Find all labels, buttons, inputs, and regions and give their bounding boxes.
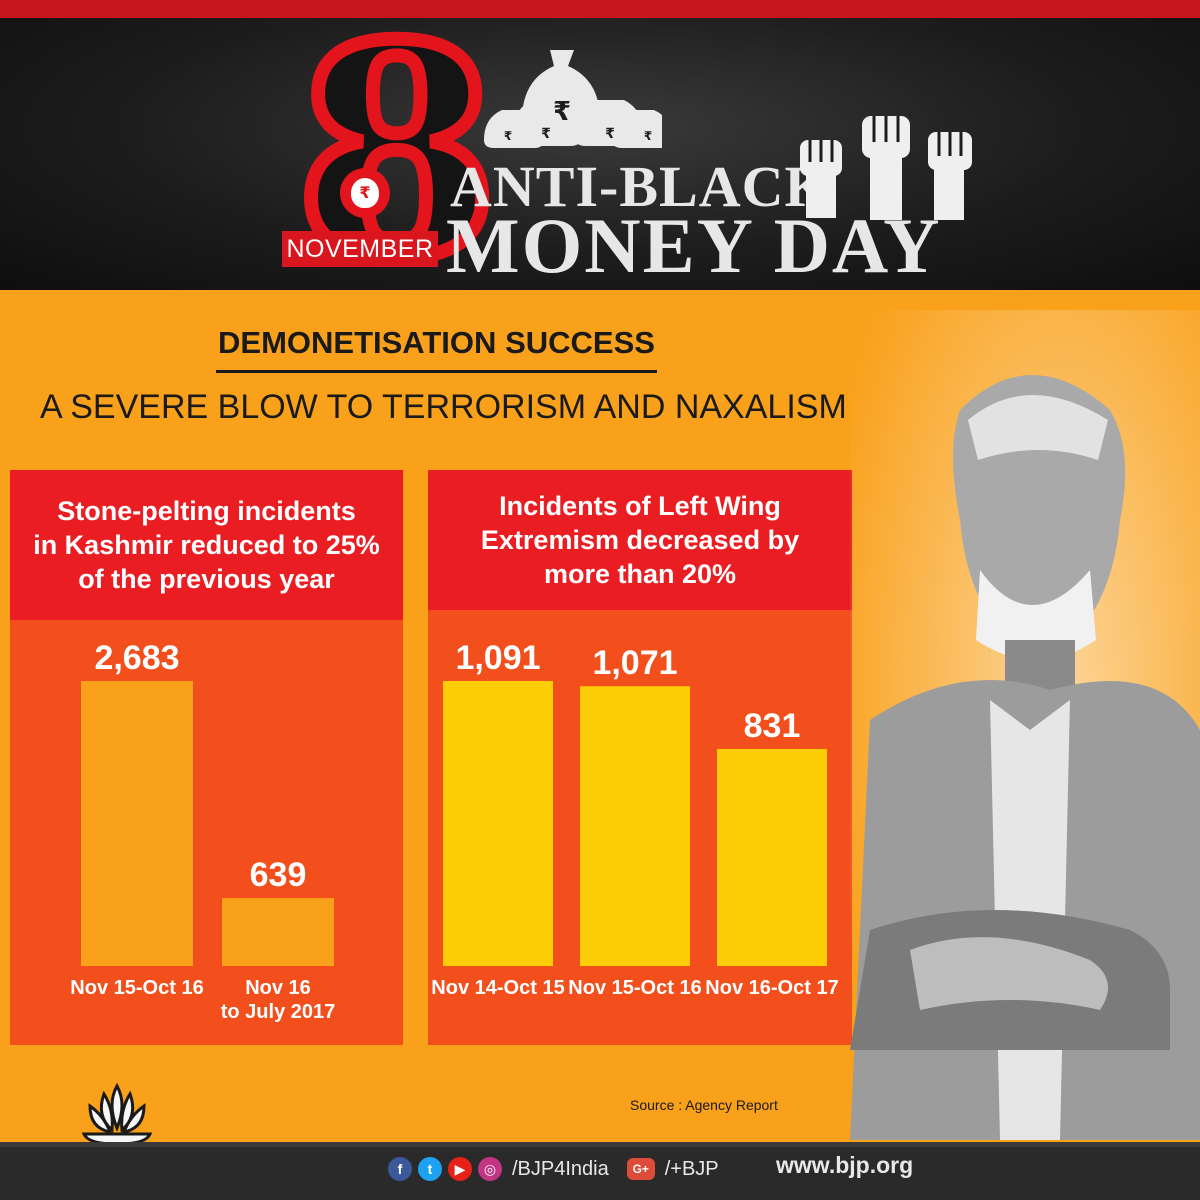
social-links: f t ▶ ◎ /BJP4India G+ /+BJP <box>388 1150 731 1188</box>
headline-demonetisation: DEMONETISATION SUCCESS <box>216 325 657 373</box>
twitter-icon[interactable]: t <box>418 1157 442 1181</box>
month-label: NOVEMBER <box>282 231 438 267</box>
chart-panel-left-wing-extremism: Incidents of Left Wing Extremism decreas… <box>428 470 852 1045</box>
footer-bar <box>0 1142 1200 1200</box>
headline-prefix: DEMONETISATION <box>218 325 497 360</box>
rupee-symbol: ₹ <box>351 178 379 208</box>
lwe-value-label-1: 1,071 <box>592 644 677 682</box>
social-handle[interactable]: /BJP4India <box>512 1157 609 1180</box>
title-line-1: ANTI-BLACK <box>450 154 831 219</box>
headline-subtitle: A SEVERE BLOW TO TERRORISM AND NAXALISM <box>40 388 847 426</box>
title-line-2: MONEY DAY <box>446 202 942 289</box>
chart-panel-stone-pelting: Stone-pelting incidents in Kashmir reduc… <box>10 470 403 1045</box>
facebook-icon[interactable]: f <box>388 1157 412 1181</box>
youtube-icon[interactable]: ▶ <box>448 1157 472 1181</box>
money-bag-badge-icon: ₹ <box>340 168 390 218</box>
lwe-value-label-0: 1,091 <box>455 639 540 677</box>
lwe-category-label-0: Nov 14-Oct 15 <box>431 977 564 999</box>
chart-title-stone-pelting: Stone-pelting incidents in Kashmir reduc… <box>10 470 403 620</box>
google-plus-handle[interactable]: /+BJP <box>664 1157 719 1180</box>
stone-pelting-value-label-0: 2,683 <box>94 639 179 677</box>
svg-text:₹: ₹ <box>541 126 551 142</box>
stone-pelting-category-label-1-line-0: Nov 16 <box>245 977 311 999</box>
google-plus-icon[interactable]: G+ <box>626 1158 655 1180</box>
chart-title-left-wing-extremism: Incidents of Left Wing Extremism decreas… <box>428 470 852 610</box>
header-banner: 8 ₹ NOVEMBER ₹ ₹ ₹ ₹ ₹ ANTI-BLACK MONEY … <box>0 18 1200 290</box>
lwe-category-label-2: Nov 16-Oct 17 <box>705 977 838 999</box>
leader-portrait <box>850 310 1200 1140</box>
lwe-bar-0 <box>443 681 553 966</box>
money-bags-icon: ₹ ₹ ₹ ₹ ₹ <box>484 50 662 148</box>
website-link[interactable]: www.bjp.org <box>776 1152 914 1178</box>
svg-text:₹: ₹ <box>644 129 652 143</box>
footer-stripe <box>0 1142 1200 1147</box>
svg-text:₹: ₹ <box>504 129 512 143</box>
lwe-value-label-2: 831 <box>744 707 801 745</box>
instagram-icon[interactable]: ◎ <box>478 1157 502 1181</box>
headline-accent: SUCCESS <box>505 325 655 360</box>
svg-text:₹: ₹ <box>553 97 571 127</box>
lwe-category-label-1: Nov 15-Oct 16 <box>568 977 701 999</box>
top-stripe <box>0 0 1200 18</box>
stone-pelting-value-label-1: 639 <box>250 856 307 894</box>
chart-left-wing-extremism: 1,091 Nov 14-Oct 15 1,071 Nov 15-Oct 16 831 N… <box>431 639 838 999</box>
raised-fists-icon <box>800 116 972 220</box>
lwe-bar-2 <box>717 748 827 966</box>
stone-pelting-category-label-1-line-1: to July 2017 <box>221 1001 336 1023</box>
stone-pelting-category-label-0: Nov 15-Oct 16 <box>70 977 203 999</box>
svg-text:₹: ₹ <box>605 126 615 142</box>
stone-pelting-bar-0 <box>81 681 193 966</box>
lwe-bar-1 <box>580 686 690 966</box>
stone-pelting-bar-1 <box>222 898 334 966</box>
source-note: Source : Agency Report <box>630 1097 778 1113</box>
